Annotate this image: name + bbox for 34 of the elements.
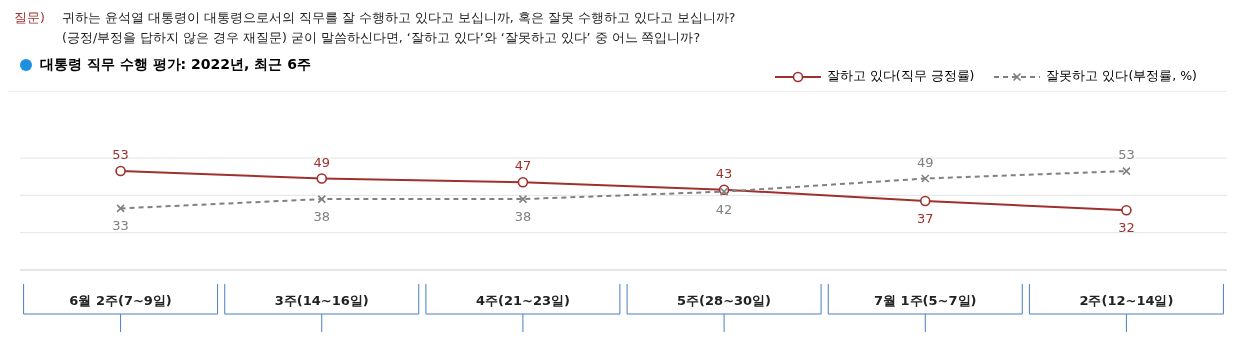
x-tick-label: 7월 1주(5~7일)	[874, 293, 977, 308]
x-tick-label: 4주(21~23일)	[475, 293, 570, 308]
point	[1122, 166, 1131, 176]
point	[518, 194, 528, 204]
x-tick-label: 5주(28~30일)	[677, 293, 772, 308]
point	[317, 194, 327, 204]
data-label: 43	[715, 165, 733, 181]
legend-label: 잘못하고 있다(부정률, %)	[1046, 68, 1197, 85]
data-label: 49	[313, 154, 331, 170]
x-tick-label: 6월 2주(7~9일)	[69, 293, 172, 308]
text: 질문)	[14, 9, 46, 27]
point	[1121, 204, 1132, 216]
data-label: 49	[916, 154, 934, 170]
data-label: 38	[313, 209, 331, 225]
data-label: 42	[715, 201, 733, 217]
point	[919, 195, 931, 207]
text: 귀하는 윤석열 대통령이 대통령으로서의 직무를 잘 수행하고 있다고 보십니까, 혹은 잘못 수행하고 있다고 보십니까?	[62, 9, 736, 27]
chart-title: 대통령 직무 수행 평가: 2022년, 최근 6주	[40, 56, 311, 74]
legend-label: 잘하고 있다(직무 긍정률)	[826, 68, 975, 85]
point	[316, 173, 328, 184]
point	[115, 165, 126, 177]
data-label: 53	[1118, 147, 1135, 163]
data-label: 37	[916, 210, 934, 226]
data-label: 53	[112, 147, 129, 163]
data-label: 32	[1118, 220, 1135, 236]
point	[920, 174, 930, 183]
point	[116, 204, 125, 213]
data-label: 47	[514, 158, 532, 174]
x-tick-label: 2주(12~14일)	[1079, 293, 1174, 308]
data-label: 33	[112, 218, 129, 234]
text: (긍정/부정을 답하지 않은 경우 재질문) 굳이 말씀하신다면, ‘잘하고 있다’와 ‘잘못하고 있다’ 중 어느 쪽입니까?	[62, 29, 702, 47]
data-label: 38	[514, 209, 532, 225]
x-tick-label: 3주(14~16일)	[274, 293, 369, 308]
point	[517, 176, 529, 188]
